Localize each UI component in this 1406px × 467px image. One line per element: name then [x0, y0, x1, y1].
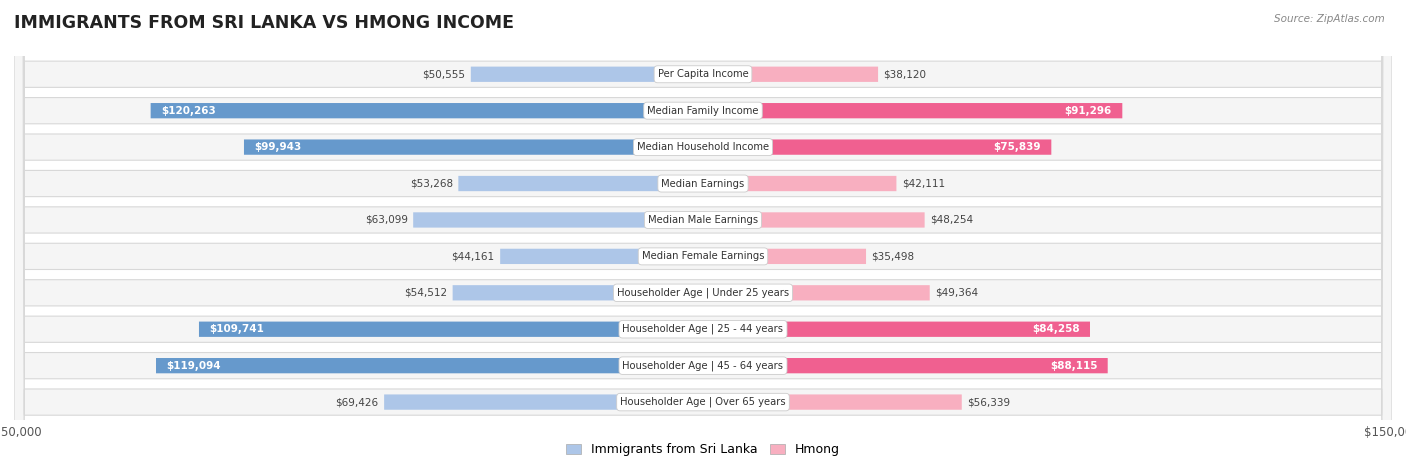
Text: $109,741: $109,741: [209, 324, 264, 334]
Text: $49,364: $49,364: [935, 288, 979, 298]
Text: Median Family Income: Median Family Income: [647, 106, 759, 116]
FancyBboxPatch shape: [156, 358, 703, 373]
Text: Householder Age | Over 65 years: Householder Age | Over 65 years: [620, 397, 786, 407]
Text: Median Male Earnings: Median Male Earnings: [648, 215, 758, 225]
Text: $44,161: $44,161: [451, 251, 495, 262]
FancyBboxPatch shape: [453, 285, 703, 300]
Text: $84,258: $84,258: [1032, 324, 1080, 334]
Text: $63,099: $63,099: [364, 215, 408, 225]
Text: $54,512: $54,512: [404, 288, 447, 298]
FancyBboxPatch shape: [703, 212, 925, 227]
Text: Householder Age | Under 25 years: Householder Age | Under 25 years: [617, 288, 789, 298]
FancyBboxPatch shape: [14, 0, 1392, 467]
FancyBboxPatch shape: [14, 0, 1392, 467]
Text: Per Capita Income: Per Capita Income: [658, 69, 748, 79]
Text: $91,296: $91,296: [1064, 106, 1112, 116]
FancyBboxPatch shape: [14, 0, 1392, 467]
FancyBboxPatch shape: [413, 212, 703, 227]
FancyBboxPatch shape: [703, 140, 1052, 155]
Text: Householder Age | 25 - 44 years: Householder Age | 25 - 44 years: [623, 324, 783, 334]
FancyBboxPatch shape: [245, 140, 703, 155]
FancyBboxPatch shape: [150, 103, 703, 118]
Text: Median Female Earnings: Median Female Earnings: [641, 251, 765, 262]
Text: $119,094: $119,094: [166, 361, 221, 371]
FancyBboxPatch shape: [703, 176, 897, 191]
FancyBboxPatch shape: [14, 0, 1392, 467]
Text: $48,254: $48,254: [931, 215, 973, 225]
FancyBboxPatch shape: [14, 0, 1392, 467]
Text: $120,263: $120,263: [160, 106, 215, 116]
FancyBboxPatch shape: [14, 0, 1392, 467]
Text: Median Household Income: Median Household Income: [637, 142, 769, 152]
FancyBboxPatch shape: [471, 67, 703, 82]
FancyBboxPatch shape: [703, 249, 866, 264]
FancyBboxPatch shape: [14, 0, 1392, 467]
Text: $69,426: $69,426: [336, 397, 378, 407]
Text: $75,839: $75,839: [994, 142, 1040, 152]
FancyBboxPatch shape: [703, 103, 1122, 118]
Text: $38,120: $38,120: [883, 69, 927, 79]
FancyBboxPatch shape: [384, 395, 703, 410]
FancyBboxPatch shape: [14, 0, 1392, 467]
Text: $99,943: $99,943: [254, 142, 301, 152]
Text: Source: ZipAtlas.com: Source: ZipAtlas.com: [1274, 14, 1385, 24]
Text: Median Earnings: Median Earnings: [661, 178, 745, 189]
FancyBboxPatch shape: [458, 176, 703, 191]
FancyBboxPatch shape: [703, 322, 1090, 337]
Text: IMMIGRANTS FROM SRI LANKA VS HMONG INCOME: IMMIGRANTS FROM SRI LANKA VS HMONG INCOM…: [14, 14, 515, 32]
FancyBboxPatch shape: [703, 285, 929, 300]
FancyBboxPatch shape: [501, 249, 703, 264]
Text: $42,111: $42,111: [901, 178, 945, 189]
Text: $53,268: $53,268: [409, 178, 453, 189]
Text: $56,339: $56,339: [967, 397, 1011, 407]
Text: Householder Age | 45 - 64 years: Householder Age | 45 - 64 years: [623, 361, 783, 371]
FancyBboxPatch shape: [703, 358, 1108, 373]
Legend: Immigrants from Sri Lanka, Hmong: Immigrants from Sri Lanka, Hmong: [561, 439, 845, 461]
Text: $35,498: $35,498: [872, 251, 915, 262]
FancyBboxPatch shape: [703, 67, 879, 82]
FancyBboxPatch shape: [14, 0, 1392, 467]
FancyBboxPatch shape: [703, 395, 962, 410]
Text: $88,115: $88,115: [1050, 361, 1097, 371]
FancyBboxPatch shape: [200, 322, 703, 337]
Text: $50,555: $50,555: [422, 69, 465, 79]
FancyBboxPatch shape: [14, 0, 1392, 467]
